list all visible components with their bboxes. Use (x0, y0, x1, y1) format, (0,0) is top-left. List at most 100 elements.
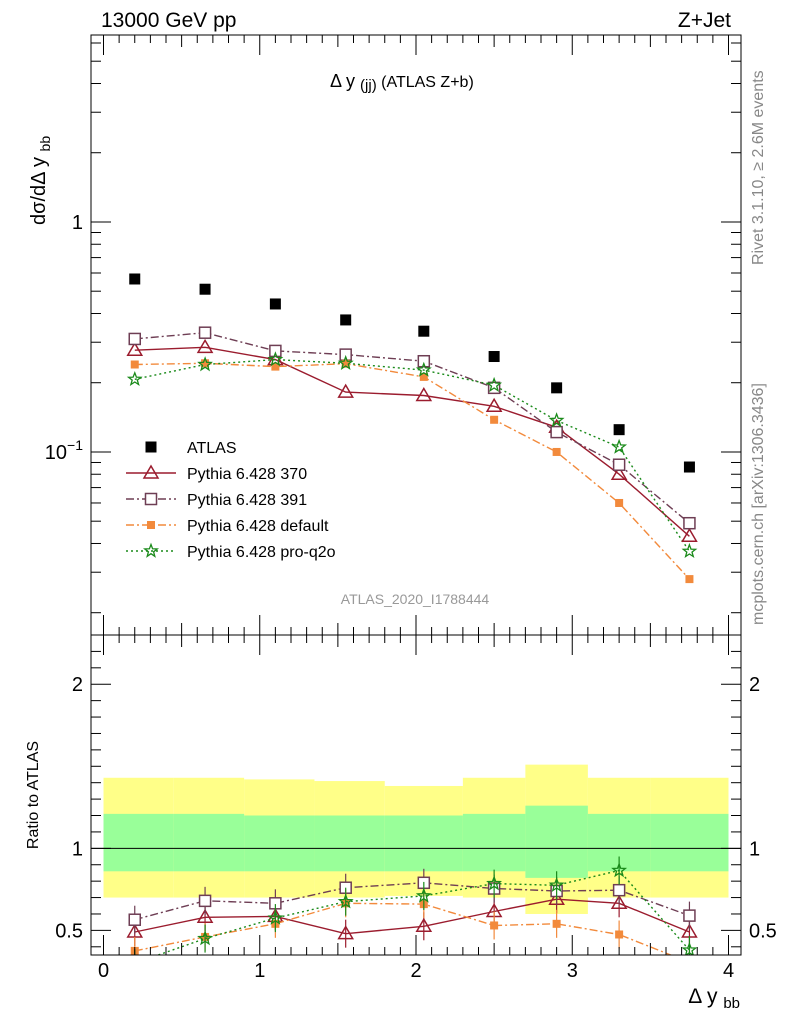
y-axis-label-main: dσ/dΔ y bb (28, 136, 53, 225)
data-point-s2-0 (128, 332, 141, 346)
ratio-y-tick-label-right: 1 (749, 838, 760, 860)
ratio-point-s3-8 (681, 941, 698, 955)
ratio-point-s1-0 (128, 913, 141, 926)
ratio-line-0 (134, 898, 690, 935)
ratio-series-group (126, 856, 698, 966)
tick-exponent: −1 (67, 437, 83, 453)
data-point-s3-7 (615, 498, 624, 507)
legend-label-0: ATLAS (187, 440, 237, 457)
series-line-4 (134, 358, 690, 552)
legend-marker-0 (145, 441, 157, 453)
ratio-point-s3-2 (267, 909, 284, 925)
ratio-point-s3-7 (611, 862, 628, 878)
data-point-s1-3 (337, 383, 354, 398)
ratio-bands (91, 764, 741, 914)
x-tick-label: 2 (410, 960, 421, 982)
tick-base: 10 (45, 442, 67, 464)
ratio-point-s1-1 (198, 894, 212, 908)
data-point-s4-3 (337, 354, 354, 370)
y-axis-label-main-text: dσ/dΔ y (28, 157, 50, 225)
x-axis-label: Δ y bb (688, 985, 740, 1012)
mcplots-label: mcplots.cern.ch [arXiv:1306.3436] (750, 383, 767, 625)
ratio-y-tick-label-right: 2 (749, 674, 760, 696)
ratio-point-s0-7 (610, 894, 628, 910)
rivet-label: Rivet 3.1.10, ≥ 2.6M events (750, 70, 767, 265)
ratio-point-s2-5 (490, 921, 499, 930)
series-line-1 (134, 346, 690, 537)
ratio-panel-axes: 0.5 0.5 1 1 2 2 0 1 2 3 4 (55, 634, 777, 982)
ratio-point-s2-7 (615, 930, 624, 939)
ratio-y-tick-label-left: 0.5 (55, 920, 83, 942)
header-left: 13000 GeV pp (101, 9, 236, 32)
data-point-s2-7 (612, 458, 626, 471)
data-point-s0-0 (129, 273, 141, 285)
ratio-y-tick-label-right: 0.5 (749, 920, 777, 942)
data-point-s4-8 (681, 542, 698, 558)
ratio-point-s0-4 (415, 917, 433, 933)
data-point-s4-7 (611, 438, 628, 454)
data-point-s3-8 (685, 575, 694, 584)
ratio-point-s0-1 (196, 908, 214, 924)
ratio-point-s3-4 (415, 887, 432, 903)
data-point-s1-8 (681, 527, 698, 543)
data-point-s0-7 (613, 424, 625, 436)
legend-marker-3 (147, 521, 155, 529)
data-point-s4-1 (197, 356, 213, 372)
ratio-point-s1-8 (683, 909, 696, 922)
data-point-s4-0 (126, 370, 143, 387)
x-tick-label: 0 (98, 960, 109, 982)
data-point-s1-7 (610, 465, 628, 480)
band-inner-2 (244, 815, 315, 872)
x-tick-label: 3 (567, 960, 578, 982)
data-point-s1-4 (415, 387, 433, 402)
ratio-point-s3-0 (134, 954, 135, 955)
data-point-s0-3 (340, 314, 352, 326)
band-inner-4 (384, 815, 463, 872)
ratio-point-s1-7 (612, 883, 626, 897)
data-point-s0-1 (199, 283, 211, 295)
ratio-y-tick-label-left: 2 (72, 674, 83, 696)
ratio-panel-frame (90, 634, 742, 956)
data-point-s0-6 (551, 382, 563, 394)
band-inner-1 (173, 813, 245, 872)
band-inner-3 (314, 815, 385, 872)
ratio-point-s2-8 (685, 958, 693, 966)
y-tick-label: 10−1 (45, 437, 83, 464)
subscript: bb (37, 136, 53, 152)
data-point-s2-8 (683, 516, 696, 530)
data-point-s2-1 (198, 326, 212, 339)
data-point-s4-6 (548, 412, 565, 428)
x-tick-label: 1 (254, 960, 265, 982)
y-axis-label-ratio: Ratio to ATLAS (25, 741, 42, 849)
subscript: bb (723, 995, 740, 1012)
data-point-s3-2 (271, 362, 280, 371)
data-point-s1-5 (485, 397, 503, 413)
ratio-line-2 (134, 902, 673, 955)
ratio-point-s3-1 (197, 930, 213, 946)
legend-marker-1 (142, 464, 160, 479)
header-right: Z+Jet (678, 9, 731, 32)
ratio-point-s3-3 (337, 893, 354, 909)
data-point-s2-4 (417, 354, 431, 368)
ratio-point-s3-5 (486, 875, 503, 891)
data-point-s3-3 (341, 359, 350, 368)
data-point-s3-0 (130, 360, 139, 369)
band-inner-0 (103, 813, 174, 872)
title-subscript: (jj) (360, 77, 377, 94)
title-rest: (ATLAS Z+b) (377, 74, 474, 91)
main-title-text: Δ y (330, 71, 355, 91)
legend-marker-2 (144, 492, 158, 506)
data-point-s0-4 (418, 325, 430, 337)
data-point-s2-6 (550, 425, 563, 439)
data-point-s3-5 (490, 415, 499, 424)
data-point-s2-2 (269, 344, 282, 358)
main-panel-axes: 1 10−1 (45, 35, 741, 635)
data-point-s3-6 (552, 447, 561, 456)
ratio-panel-data (126, 856, 698, 966)
band-inner-5 (462, 813, 526, 872)
data-point-s4-2 (267, 351, 284, 367)
data-point-s4-4 (415, 361, 432, 377)
data-point-s0-2 (269, 298, 281, 310)
data-point-s0-5 (488, 351, 500, 363)
